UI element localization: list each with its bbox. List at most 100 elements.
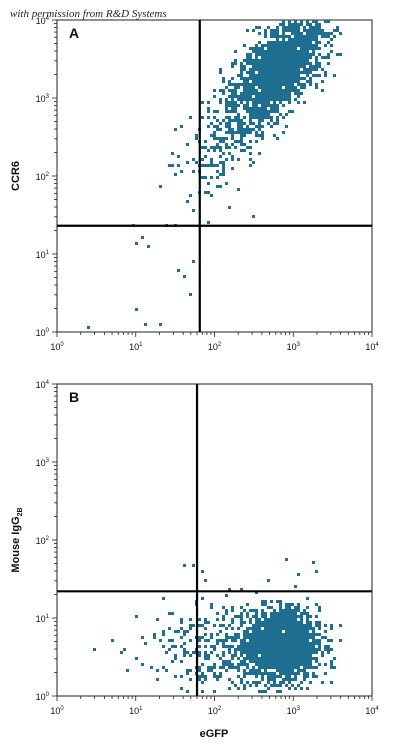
event-dot <box>276 38 279 41</box>
event-dot <box>204 633 207 636</box>
event-dot <box>249 639 252 642</box>
event-dot <box>294 59 297 62</box>
event-dot <box>294 615 297 618</box>
event-dot <box>297 32 300 35</box>
event-dot <box>273 122 276 125</box>
event-dot <box>237 86 240 89</box>
event-dot <box>180 636 183 639</box>
event-dot <box>258 77 261 80</box>
event-dot <box>303 59 306 62</box>
event-dot <box>246 125 249 128</box>
event-dot <box>264 113 267 116</box>
event-dot <box>252 615 255 618</box>
event-dot <box>177 164 180 167</box>
event-dot <box>276 627 279 630</box>
event-dot <box>252 657 255 660</box>
event-dot <box>258 672 261 675</box>
event-dot <box>288 65 291 68</box>
event-dot <box>282 672 285 675</box>
event-dot <box>279 669 282 672</box>
event-dot <box>231 167 234 170</box>
event-dot <box>270 62 273 65</box>
event-dot <box>186 672 189 675</box>
event-dot <box>270 678 273 681</box>
event-dot <box>225 86 228 89</box>
event-dot <box>246 77 249 80</box>
event-dot <box>300 651 303 654</box>
event-dot <box>288 53 291 56</box>
event-dot <box>312 666 315 669</box>
event-dot <box>276 86 279 89</box>
event-dot <box>255 648 258 651</box>
event-dot <box>291 639 294 642</box>
event-dot <box>234 62 237 65</box>
event-dot <box>207 669 210 672</box>
event-dot <box>246 128 249 131</box>
event-dot <box>264 107 267 110</box>
event-dot <box>306 71 309 74</box>
event-dot <box>231 131 234 134</box>
event-dot <box>249 164 252 167</box>
event-dot <box>279 648 282 651</box>
event-dot <box>306 50 309 53</box>
event-dot <box>255 116 258 119</box>
event-dot <box>273 77 276 80</box>
event-dot <box>210 633 213 636</box>
event-dot <box>258 621 261 624</box>
event-dot <box>246 627 249 630</box>
event-dot <box>303 41 306 44</box>
event-dot <box>249 89 252 92</box>
event-dot <box>270 615 273 618</box>
event-dot <box>279 86 282 89</box>
event-dot <box>252 29 255 32</box>
event-dot <box>279 657 282 660</box>
event-dot <box>219 173 222 176</box>
event-dot <box>258 690 261 693</box>
panel-b-events <box>93 558 342 693</box>
event-dot <box>312 642 315 645</box>
event-dot <box>306 627 309 630</box>
event-dot <box>270 59 273 62</box>
event-dot <box>255 627 258 630</box>
event-dot <box>174 173 177 176</box>
event-dot <box>264 29 267 32</box>
event-dot <box>240 612 243 615</box>
event-dot <box>297 630 300 633</box>
event-dot <box>276 654 279 657</box>
event-dot <box>279 621 282 624</box>
event-dot <box>264 663 267 666</box>
event-dot <box>255 50 258 53</box>
event-dot <box>276 624 279 627</box>
event-dot <box>285 558 288 561</box>
event-dot <box>228 104 231 107</box>
event-dot <box>309 80 312 83</box>
event-dot <box>297 74 300 77</box>
event-dot <box>225 660 228 663</box>
event-dot <box>288 651 291 654</box>
event-dot <box>255 113 258 116</box>
event-dot <box>162 666 165 669</box>
event-dot <box>294 32 297 35</box>
event-dot <box>294 29 297 32</box>
event-dot <box>300 687 303 690</box>
event-dot <box>249 158 252 161</box>
event-dot <box>213 648 216 651</box>
event-dot <box>252 161 255 164</box>
event-dot <box>285 675 288 678</box>
event-dot <box>252 639 255 642</box>
event-dot <box>297 68 300 71</box>
event-dot <box>174 657 177 660</box>
event-dot <box>270 630 273 633</box>
event-dot <box>273 44 276 47</box>
event-dot <box>276 35 279 38</box>
event-dot <box>135 242 138 245</box>
event-dot <box>201 624 204 627</box>
event-dot <box>330 32 333 35</box>
event-dot <box>261 612 264 615</box>
event-dot <box>264 56 267 59</box>
event-dot <box>291 651 294 654</box>
event-dot <box>222 642 225 645</box>
event-dot <box>312 53 315 56</box>
event-dot <box>246 146 249 149</box>
event-dot <box>276 642 279 645</box>
